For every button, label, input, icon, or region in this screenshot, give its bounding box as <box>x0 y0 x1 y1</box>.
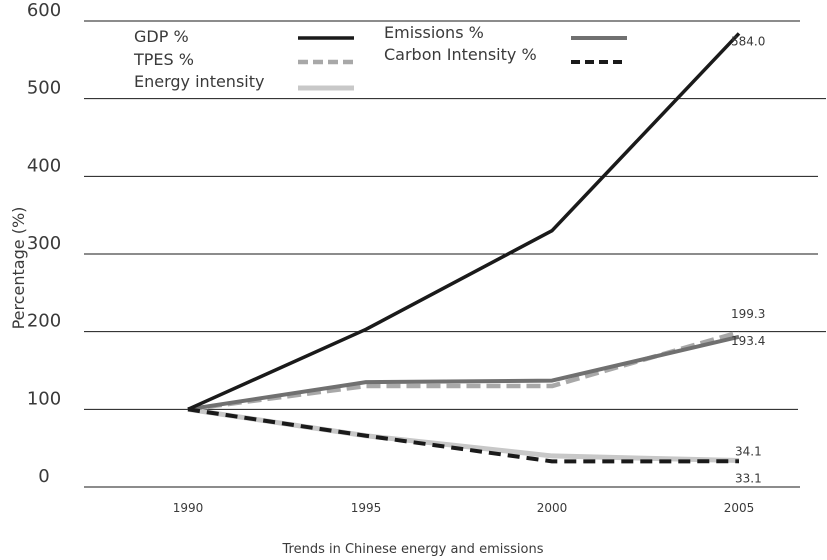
chart-caption: Trends in Chinese energy and emissions <box>282 542 544 557</box>
data-label-gdp-pct: 584.0 <box>731 34 765 48</box>
data-label-emissions-pct: 193.4 <box>731 334 765 348</box>
y-tick-label-600: 600 <box>27 0 61 21</box>
series-lines <box>187 32 741 464</box>
y-tick-label-100: 100 <box>27 388 61 409</box>
x-tick-label-1995: 1995 <box>351 501 382 515</box>
y-tick-labels: 0 100 200 300 400 500 600 <box>27 0 61 487</box>
data-label-carbon-intensity-pct: 33.1 <box>735 471 762 485</box>
series-line-emissions-pct <box>187 334 740 412</box>
legend-label-energy-intensity: Energy intensity <box>134 72 264 91</box>
y-tick-label-200: 200 <box>27 311 61 332</box>
legend-label-carbon-intensity-pct: Carbon Intensity % <box>384 45 537 64</box>
y-axis-title: Percentage (%) <box>9 207 28 330</box>
legend: GDP % Emissions % TPES % Carbon Intensity %… <box>133 23 627 91</box>
series-line-carbon-intensity-pct <box>187 407 740 464</box>
series-line-gdp-pct <box>187 32 741 411</box>
x-tick-label-2005: 2005 <box>724 501 755 515</box>
legend-label-tpes-pct: TPES % <box>133 50 194 69</box>
y-tick-label-500: 500 <box>27 78 61 99</box>
series-line-energy-intensity <box>187 406 740 464</box>
data-labels: 584.0 199.3 193.4 34.1 33.1 <box>731 34 765 485</box>
data-label-energy-intensity: 34.1 <box>735 445 762 459</box>
x-tick-label-2000: 2000 <box>537 501 568 515</box>
y-tick-label-400: 400 <box>27 155 61 176</box>
x-tick-labels: 1990 1995 2000 2005 <box>173 501 755 515</box>
y-tick-label-300: 300 <box>27 233 61 254</box>
legend-label-gdp-pct: GDP % <box>134 27 189 46</box>
x-tick-label-1990: 1990 <box>173 501 204 515</box>
data-label-tpes-pct: 199.3 <box>731 307 765 321</box>
y-tick-label-0: 0 <box>38 466 49 487</box>
legend-label-emissions-pct: Emissions % <box>384 23 484 42</box>
